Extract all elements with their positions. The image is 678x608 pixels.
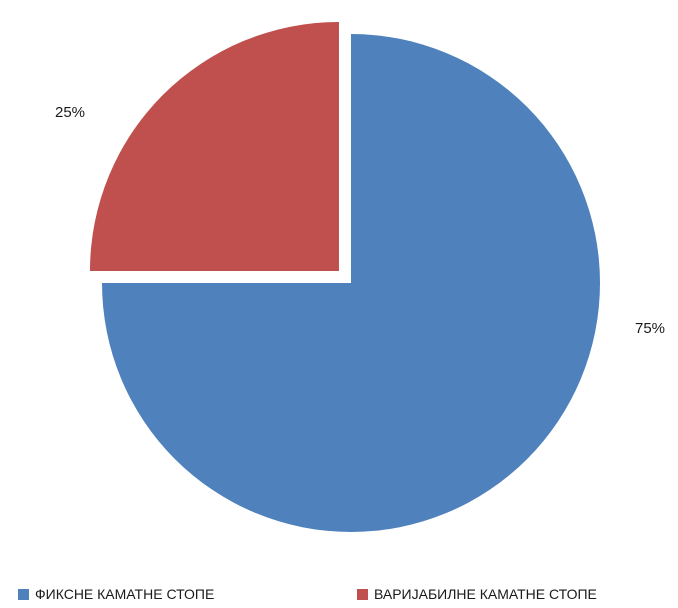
legend-swatch-varijabilne: [357, 588, 368, 600]
legend-item-varijabilne: ВАРИЈАБИЛНЕ КАМАТНЕ СТОПЕ: [357, 584, 597, 604]
legend-item-fiksne: ФИКСНЕ КАМАТНЕ СТОПЕ: [18, 584, 214, 604]
legend-swatch-fiksne: [18, 588, 29, 600]
legend-label-varijabilne: ВАРИЈАБИЛНЕ КАМАТНЕ СТОПЕ: [374, 586, 597, 602]
pie-slice-fiksne: [102, 34, 600, 532]
legend-label-fiksne: ФИКСНЕ КАМАТНЕ СТОПЕ: [35, 586, 215, 602]
chart-legend: ФИКСНЕ КАМАТНЕ СТОПЕ ВАРИЈАБИЛНЕ КАМАТНЕ…: [0, 584, 678, 608]
data-label-varijabilne: 25%: [55, 104, 85, 121]
pie-slice-varijabilne: [89, 21, 339, 271]
data-label-fiksne: 75%: [635, 320, 665, 337]
